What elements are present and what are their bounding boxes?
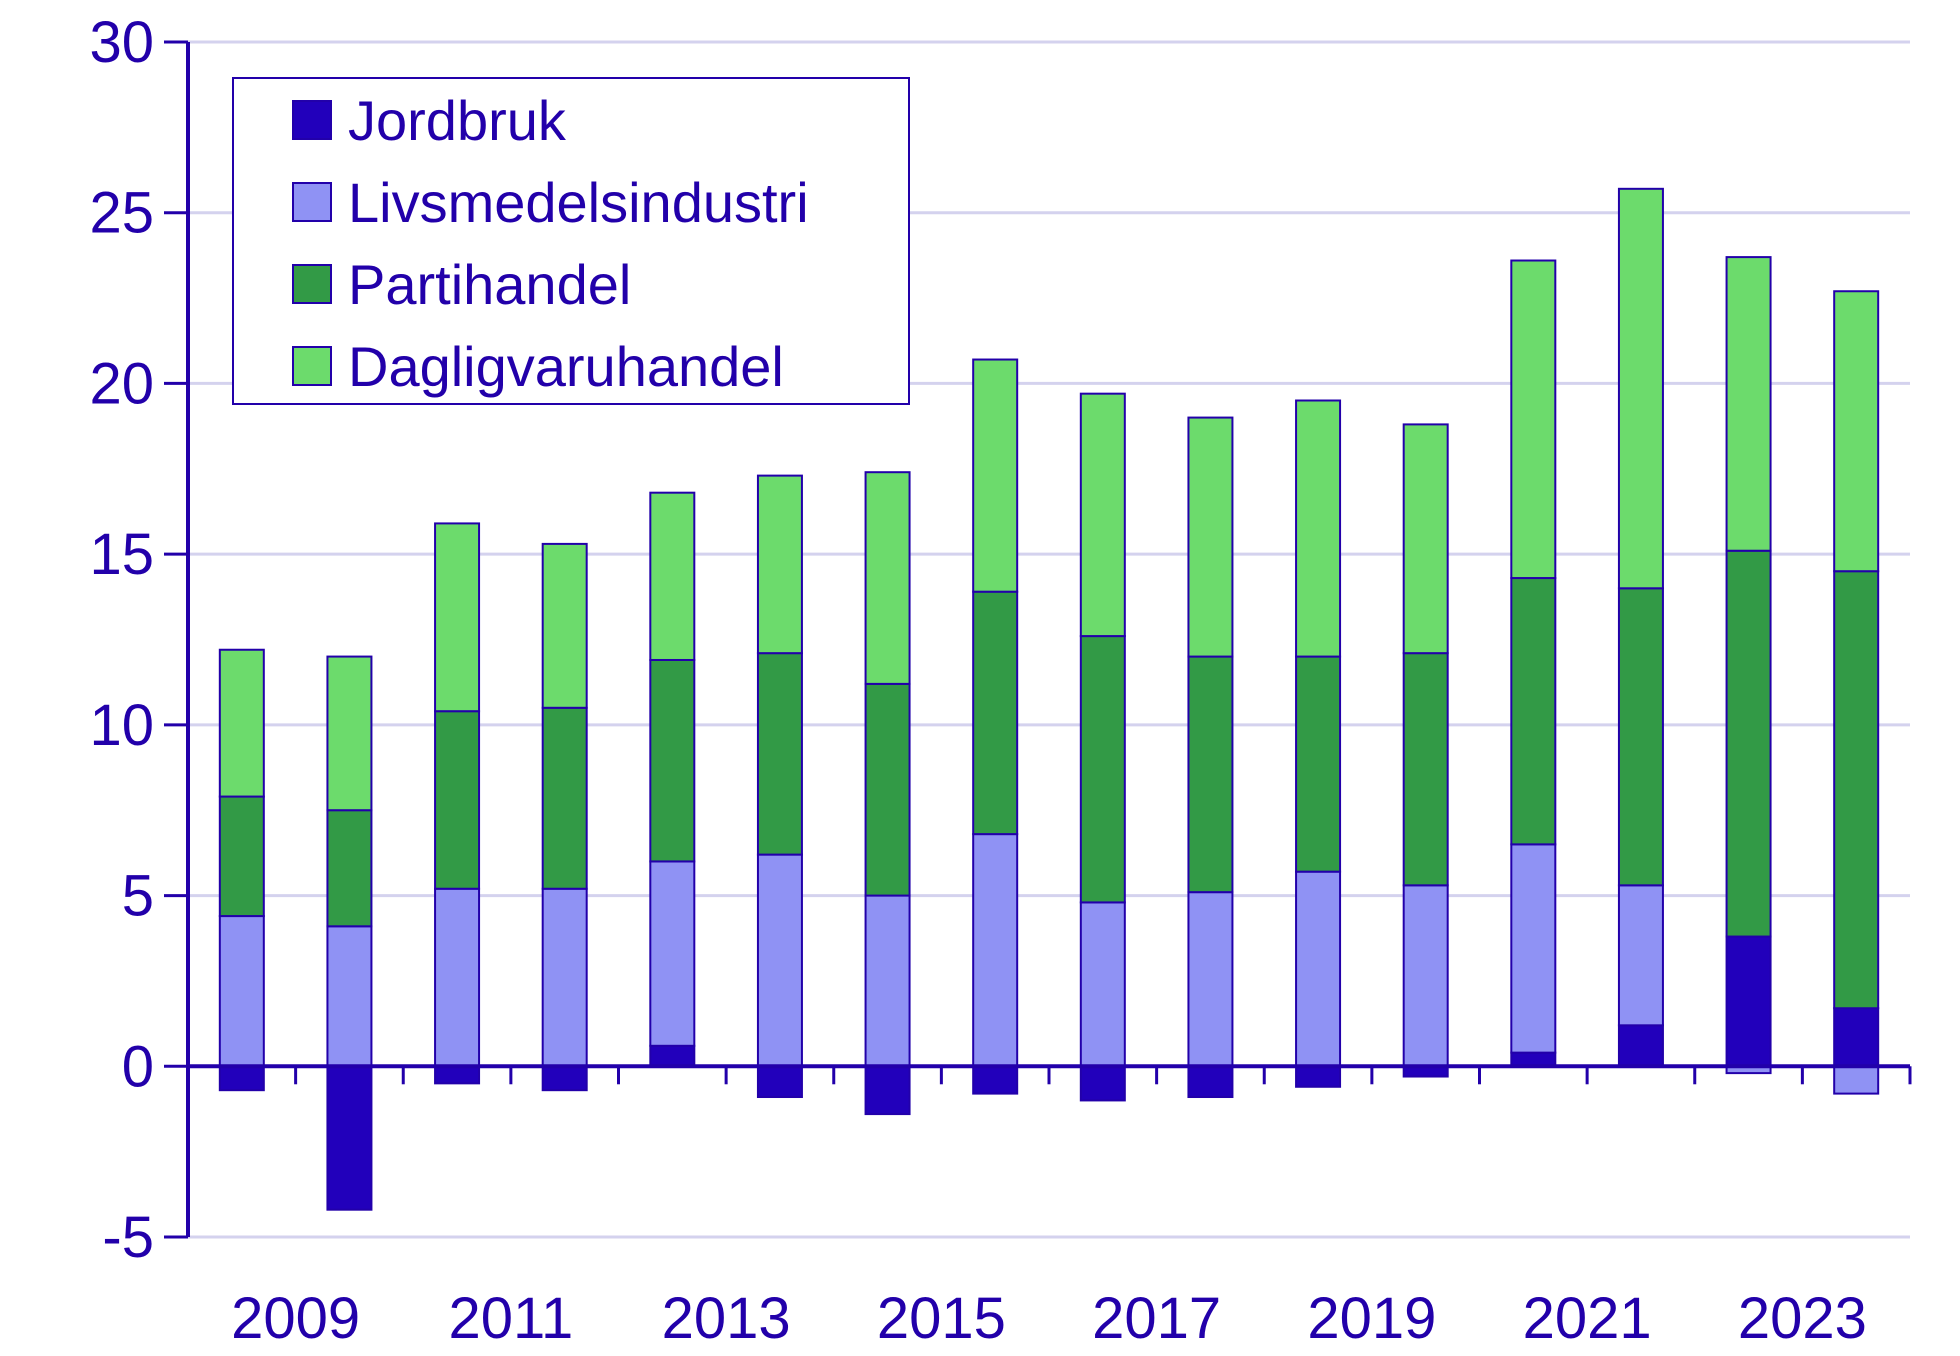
bar-segment-jordbruk-2023 — [1833, 1007, 1880, 1068]
bar-segment-jordbruk-2009 — [326, 1065, 373, 1211]
legend-label-dagligvaruhandel: Dagligvaruhandel — [348, 335, 784, 398]
bar-segment-partihandel-2020 — [1510, 577, 1557, 846]
legend: Jordbruk Livsmedelsindustri Partihandel Dag… — [232, 77, 910, 405]
bar-segment-partihandel-2021 — [1617, 587, 1664, 887]
bar-segment-jordbruk-2010 — [434, 1065, 481, 1085]
bar-segment-livsmedelsindustri-2018 — [1295, 870, 1342, 1068]
bar-segment-livsmedelsindustri-2020 — [1510, 843, 1557, 1054]
bar-segment-partihandel-2016 — [1079, 635, 1126, 904]
bar-segment-livsmedelsindustri-2015 — [972, 833, 1019, 1068]
bar-segment-livsmedelsindustri-2014 — [864, 894, 911, 1068]
bar-segment-partihandel-2023 — [1833, 570, 1880, 1010]
bar-segment-partihandel-2015 — [972, 590, 1019, 836]
bar-segment-partihandel-2018 — [1295, 655, 1342, 873]
x-tick-label: 2009 — [231, 1286, 360, 1351]
bar-segment-jordbruk-2015 — [972, 1065, 1019, 1095]
bar-segment-livsmedelsindustri-2012 — [649, 860, 696, 1047]
bar-segment-partihandel-2022 — [1725, 549, 1772, 938]
bar-segment-jordbruk-2017 — [1187, 1065, 1234, 1099]
y-tick-label: 30 — [89, 10, 154, 75]
bar-segment-dagligvaruhandel-2008 — [218, 648, 265, 798]
x-tick-label: 2013 — [662, 1286, 791, 1351]
bar-segment-partihandel-2017 — [1187, 655, 1234, 894]
bar-segment-livsmedelsindustri-2023 — [1833, 1065, 1880, 1095]
x-tick-label: 2015 — [877, 1286, 1006, 1351]
bar-segment-dagligvaruhandel-2013 — [756, 474, 803, 655]
y-tick-label: 20 — [89, 351, 154, 416]
legend-label-partihandel: Partihandel — [348, 253, 631, 316]
legend-swatch-jordbruk — [292, 100, 332, 140]
bar-segment-dagligvaruhandel-2017 — [1187, 416, 1234, 658]
legend-swatch-partihandel — [292, 264, 332, 304]
legend-swatch-dagligvaruhandel — [292, 346, 332, 386]
bar-segment-dagligvaruhandel-2023 — [1833, 290, 1880, 573]
bar-segment-livsmedelsindustri-2017 — [1187, 891, 1234, 1068]
bar-segment-jordbruk-2013 — [756, 1065, 803, 1099]
bar-segment-partihandel-2009 — [326, 809, 373, 928]
bar-segment-dagligvaruhandel-2011 — [541, 542, 588, 709]
bar-segment-livsmedelsindustri-2009 — [326, 925, 373, 1068]
bar-segment-dagligvaruhandel-2020 — [1510, 259, 1557, 580]
bar-segment-dagligvaruhandel-2019 — [1402, 423, 1449, 655]
bar-segment-jordbruk-2014 — [864, 1065, 911, 1116]
y-tick-label: 25 — [89, 181, 154, 246]
x-tick-label: 2019 — [1307, 1286, 1436, 1351]
legend-box — [232, 77, 910, 405]
bar-segment-jordbruk-2012 — [649, 1044, 696, 1068]
legend-label-jordbruk: Jordbruk — [348, 89, 567, 152]
bar-segment-livsmedelsindustri-2008 — [218, 915, 265, 1068]
bar-segment-dagligvaruhandel-2010 — [434, 522, 481, 713]
bar-segment-dagligvaruhandel-2009 — [326, 655, 373, 812]
bar-segment-dagligvaruhandel-2015 — [972, 358, 1019, 593]
axes: -5 0 5 10 15 20 25 30 2009 2011 2013 2015 2017 2019 20… — [89, 10, 1912, 1351]
bar-segment-partihandel-2008 — [218, 795, 265, 918]
bar-segment-jordbruk-2016 — [1079, 1065, 1126, 1102]
bar-segment-partihandel-2012 — [649, 658, 696, 863]
y-tick-label: 5 — [122, 864, 154, 929]
x-tick-label: 2017 — [1092, 1286, 1221, 1351]
bar-segment-dagligvaruhandel-2014 — [864, 471, 911, 685]
x-tick-label: 2023 — [1738, 1286, 1867, 1351]
bar-segment-livsmedelsindustri-2010 — [434, 887, 481, 1068]
bar-segment-livsmedelsindustri-2019 — [1402, 884, 1449, 1068]
y-tick-label: 15 — [89, 522, 154, 587]
x-tick-label: 2021 — [1523, 1286, 1652, 1351]
x-tick-label: 2011 — [449, 1286, 574, 1351]
bar-segment-dagligvaruhandel-2016 — [1079, 392, 1126, 638]
bar-segment-livsmedelsindustri-2013 — [756, 853, 803, 1068]
bars — [218, 187, 1880, 1211]
bar-segment-jordbruk-2018 — [1295, 1065, 1342, 1088]
bar-segment-jordbruk-2021 — [1617, 1024, 1664, 1068]
bar-segment-dagligvaruhandel-2012 — [649, 491, 696, 661]
bar-segment-partihandel-2010 — [434, 710, 481, 890]
bar-segment-partihandel-2014 — [864, 682, 911, 897]
bar-segment-partihandel-2011 — [541, 706, 588, 890]
legend-swatch-livsmedelsindustri — [292, 182, 332, 222]
bar-segment-partihandel-2019 — [1402, 652, 1449, 887]
bar-segment-jordbruk-2020 — [1510, 1051, 1557, 1068]
legend-label-livsmedelsindustri: Livsmedelsindustri — [348, 171, 809, 234]
bar-segment-dagligvaruhandel-2022 — [1725, 256, 1772, 552]
y-tick-label: 10 — [89, 693, 154, 758]
y-tick-label: 0 — [122, 1034, 154, 1099]
bar-segment-dagligvaruhandel-2021 — [1617, 187, 1664, 590]
bar-segment-livsmedelsindustri-2011 — [541, 887, 588, 1068]
bar-segment-partihandel-2013 — [756, 652, 803, 856]
bar-segment-livsmedelsindustri-2016 — [1079, 901, 1126, 1068]
bar-segment-jordbruk-2011 — [541, 1065, 588, 1092]
bar-segment-dagligvaruhandel-2018 — [1295, 399, 1342, 658]
bar-segment-jordbruk-2022 — [1725, 935, 1772, 1068]
y-tick-label: -5 — [102, 1205, 154, 1270]
bar-segment-livsmedelsindustri-2021 — [1617, 884, 1664, 1027]
bar-segment-jordbruk-2008 — [218, 1065, 265, 1092]
